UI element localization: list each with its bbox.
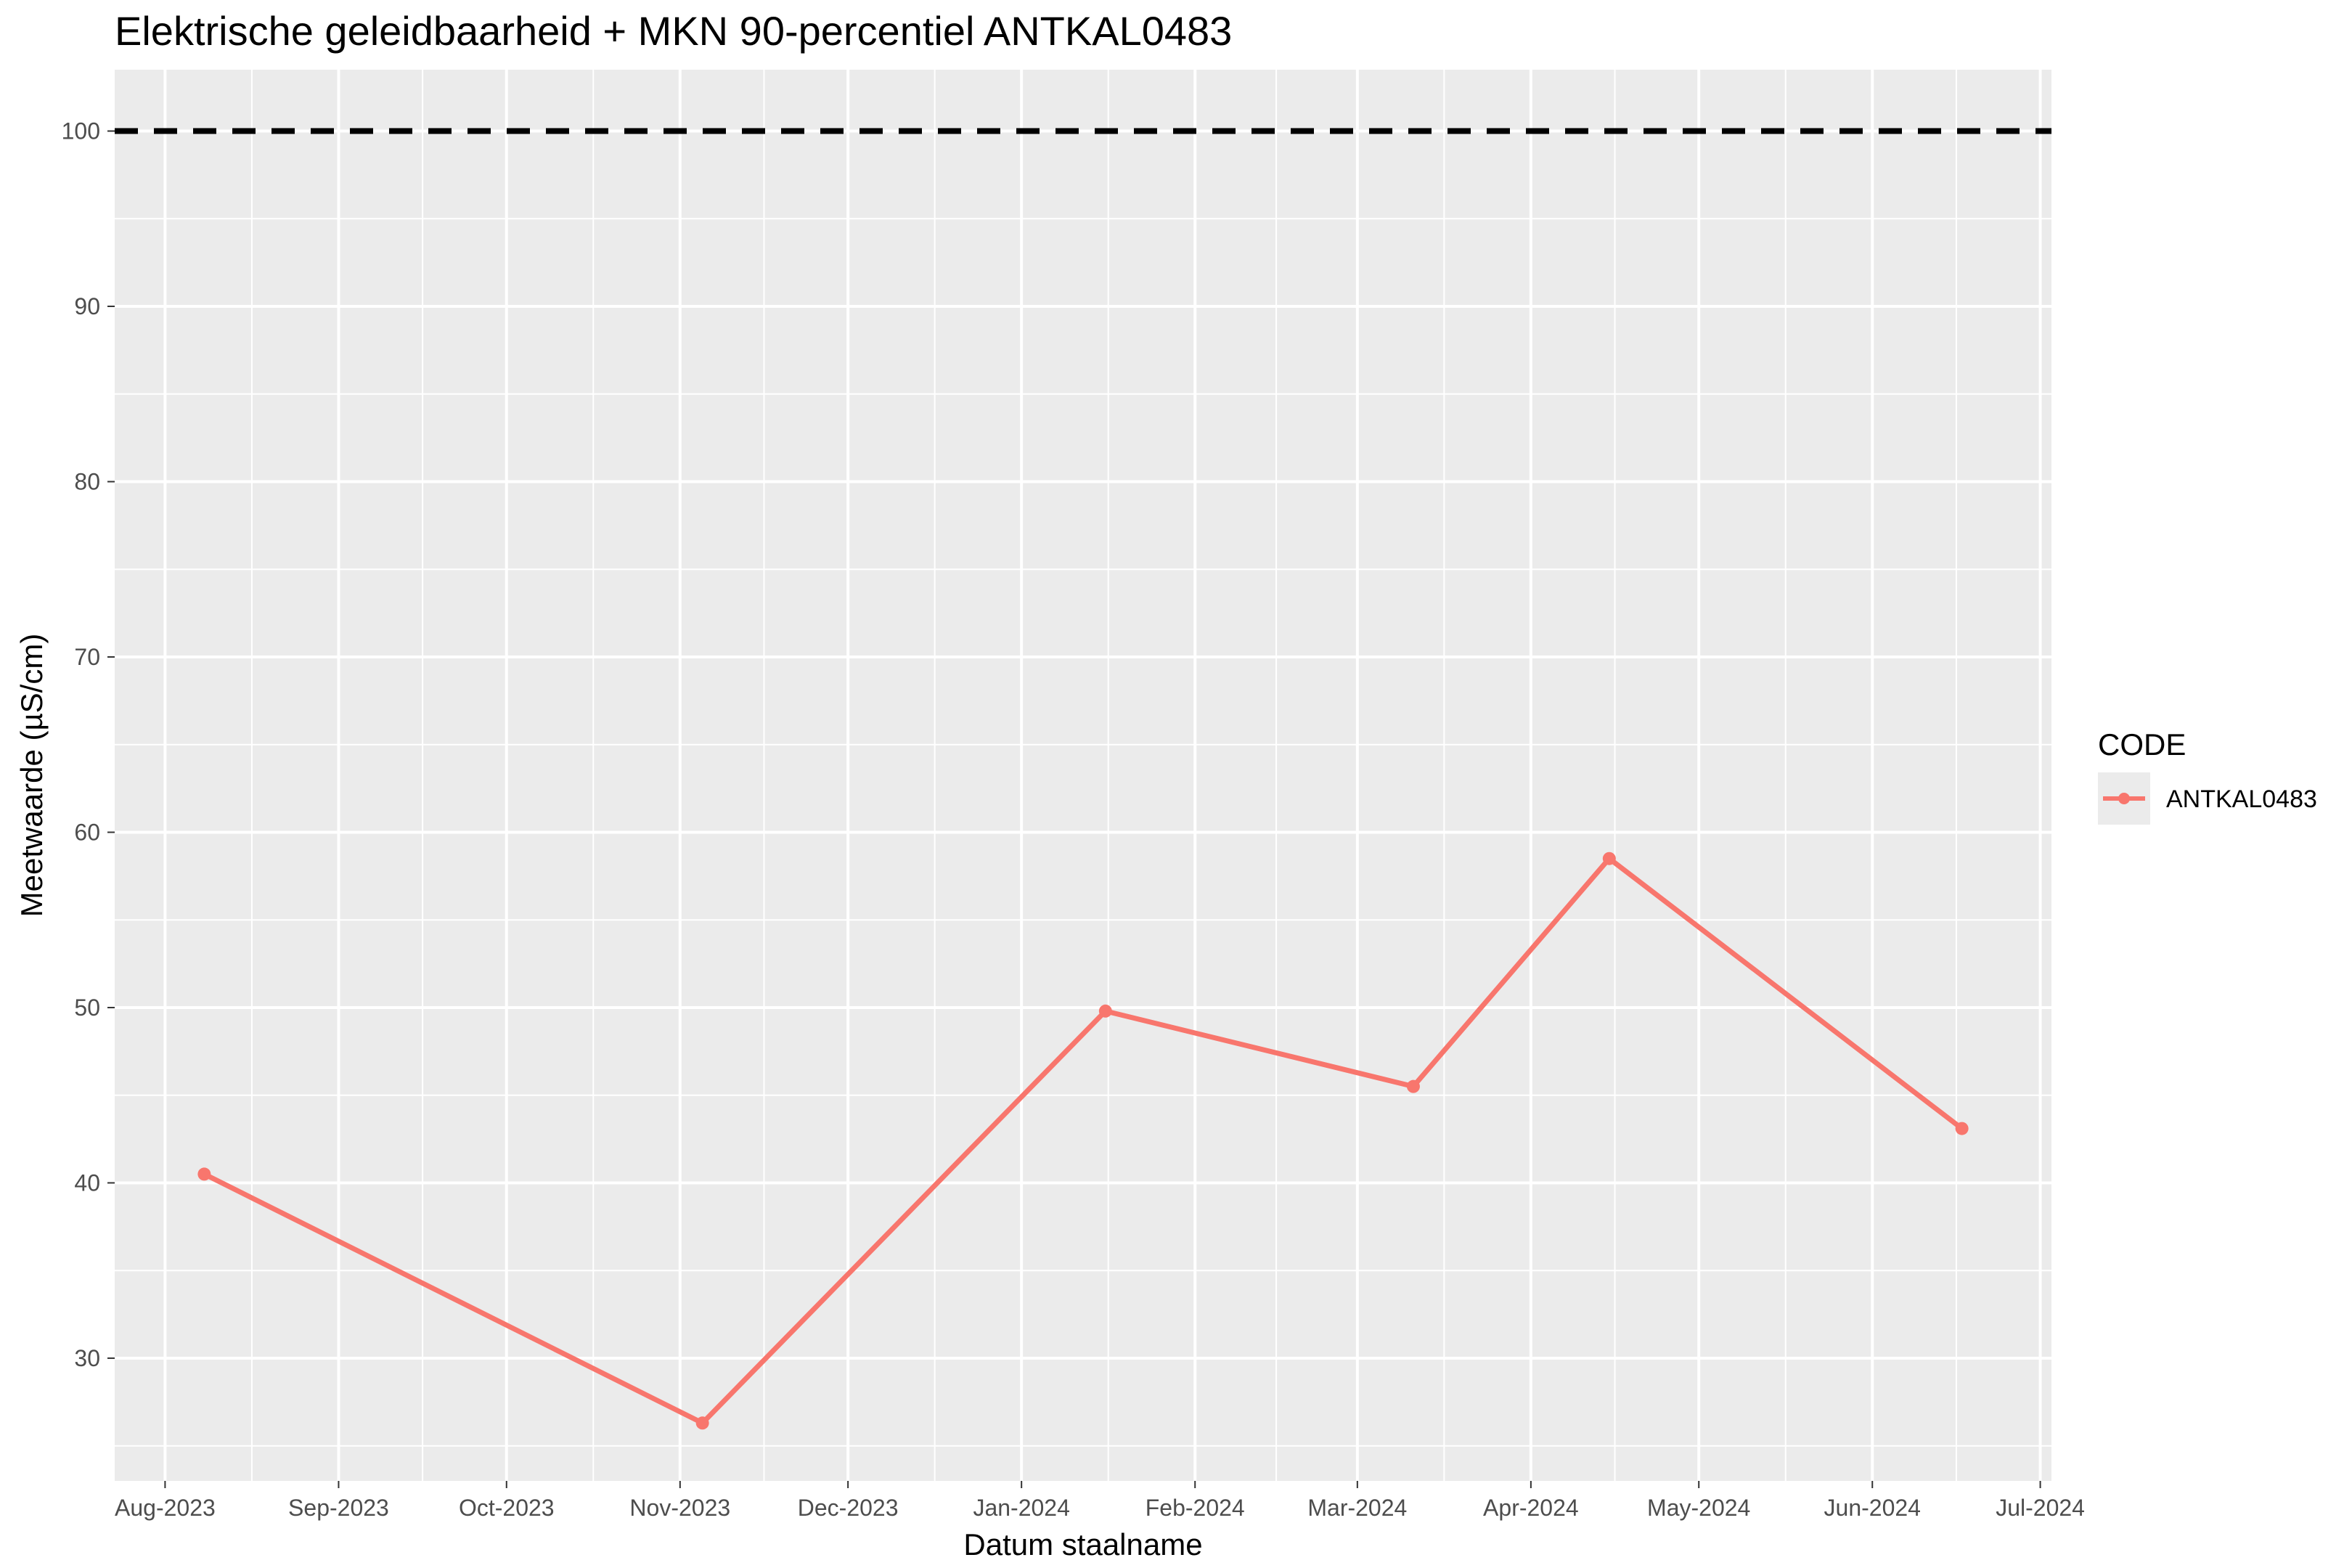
x-tick-label: Sep-2023 bbox=[288, 1495, 389, 1521]
y-axis: 30 40 50 60 70 80 90 100 bbox=[62, 118, 115, 1371]
x-tick-label: Mar-2024 bbox=[1307, 1495, 1407, 1521]
plot-panel bbox=[115, 70, 2051, 1481]
y-axis-title: Meetwaarde (µS/cm) bbox=[15, 634, 49, 918]
data-point bbox=[1098, 1004, 1112, 1018]
grid-minor bbox=[115, 70, 2051, 1481]
x-tick-label: Nov-2023 bbox=[629, 1495, 730, 1521]
data-point bbox=[1406, 1079, 1420, 1093]
x-tick-label: Dec-2023 bbox=[798, 1495, 899, 1521]
legend-label: ANTKAL0483 bbox=[2166, 785, 2317, 813]
data-point bbox=[695, 1416, 709, 1430]
y-tick-label: 70 bbox=[74, 644, 100, 670]
x-tick-label: Aug-2023 bbox=[115, 1495, 216, 1521]
x-tick-label: Jun-2024 bbox=[1824, 1495, 1921, 1521]
data-point bbox=[1602, 852, 1616, 865]
y-tick-label: 80 bbox=[74, 469, 100, 495]
y-tick-label: 30 bbox=[74, 1345, 100, 1371]
x-axis: Aug-2023 Sep-2023 Oct-2023 Nov-2023 Dec-2023… bbox=[115, 1481, 2085, 1521]
legend-title: CODE bbox=[2098, 727, 2186, 761]
series-line bbox=[201, 856, 1965, 1426]
y-tick-label: 100 bbox=[62, 118, 100, 144]
data-point bbox=[197, 1167, 211, 1181]
x-tick-label: Jul-2024 bbox=[1996, 1495, 2085, 1521]
data-point bbox=[1955, 1122, 1969, 1135]
y-tick-label: 40 bbox=[74, 1169, 100, 1196]
x-tick-label: Oct-2023 bbox=[459, 1495, 555, 1521]
x-axis-title: Datum staalname bbox=[963, 1527, 1202, 1561]
y-tick-label: 60 bbox=[74, 819, 100, 845]
y-tick-label: 50 bbox=[74, 995, 100, 1021]
x-tick-label: Jan-2024 bbox=[973, 1495, 1069, 1521]
x-tick-label: May-2024 bbox=[1647, 1495, 1750, 1521]
legend: CODE ANTKAL0483 bbox=[2098, 727, 2317, 825]
legend-key-point bbox=[2118, 793, 2130, 804]
chart-title: Elektrische geleidbaarheid + MKN 90-perc… bbox=[115, 8, 1232, 54]
x-tick-label: Feb-2024 bbox=[1146, 1495, 1245, 1521]
y-tick-label: 90 bbox=[74, 293, 100, 319]
series-group bbox=[197, 852, 1969, 1430]
x-tick-label: Apr-2024 bbox=[1483, 1495, 1579, 1521]
